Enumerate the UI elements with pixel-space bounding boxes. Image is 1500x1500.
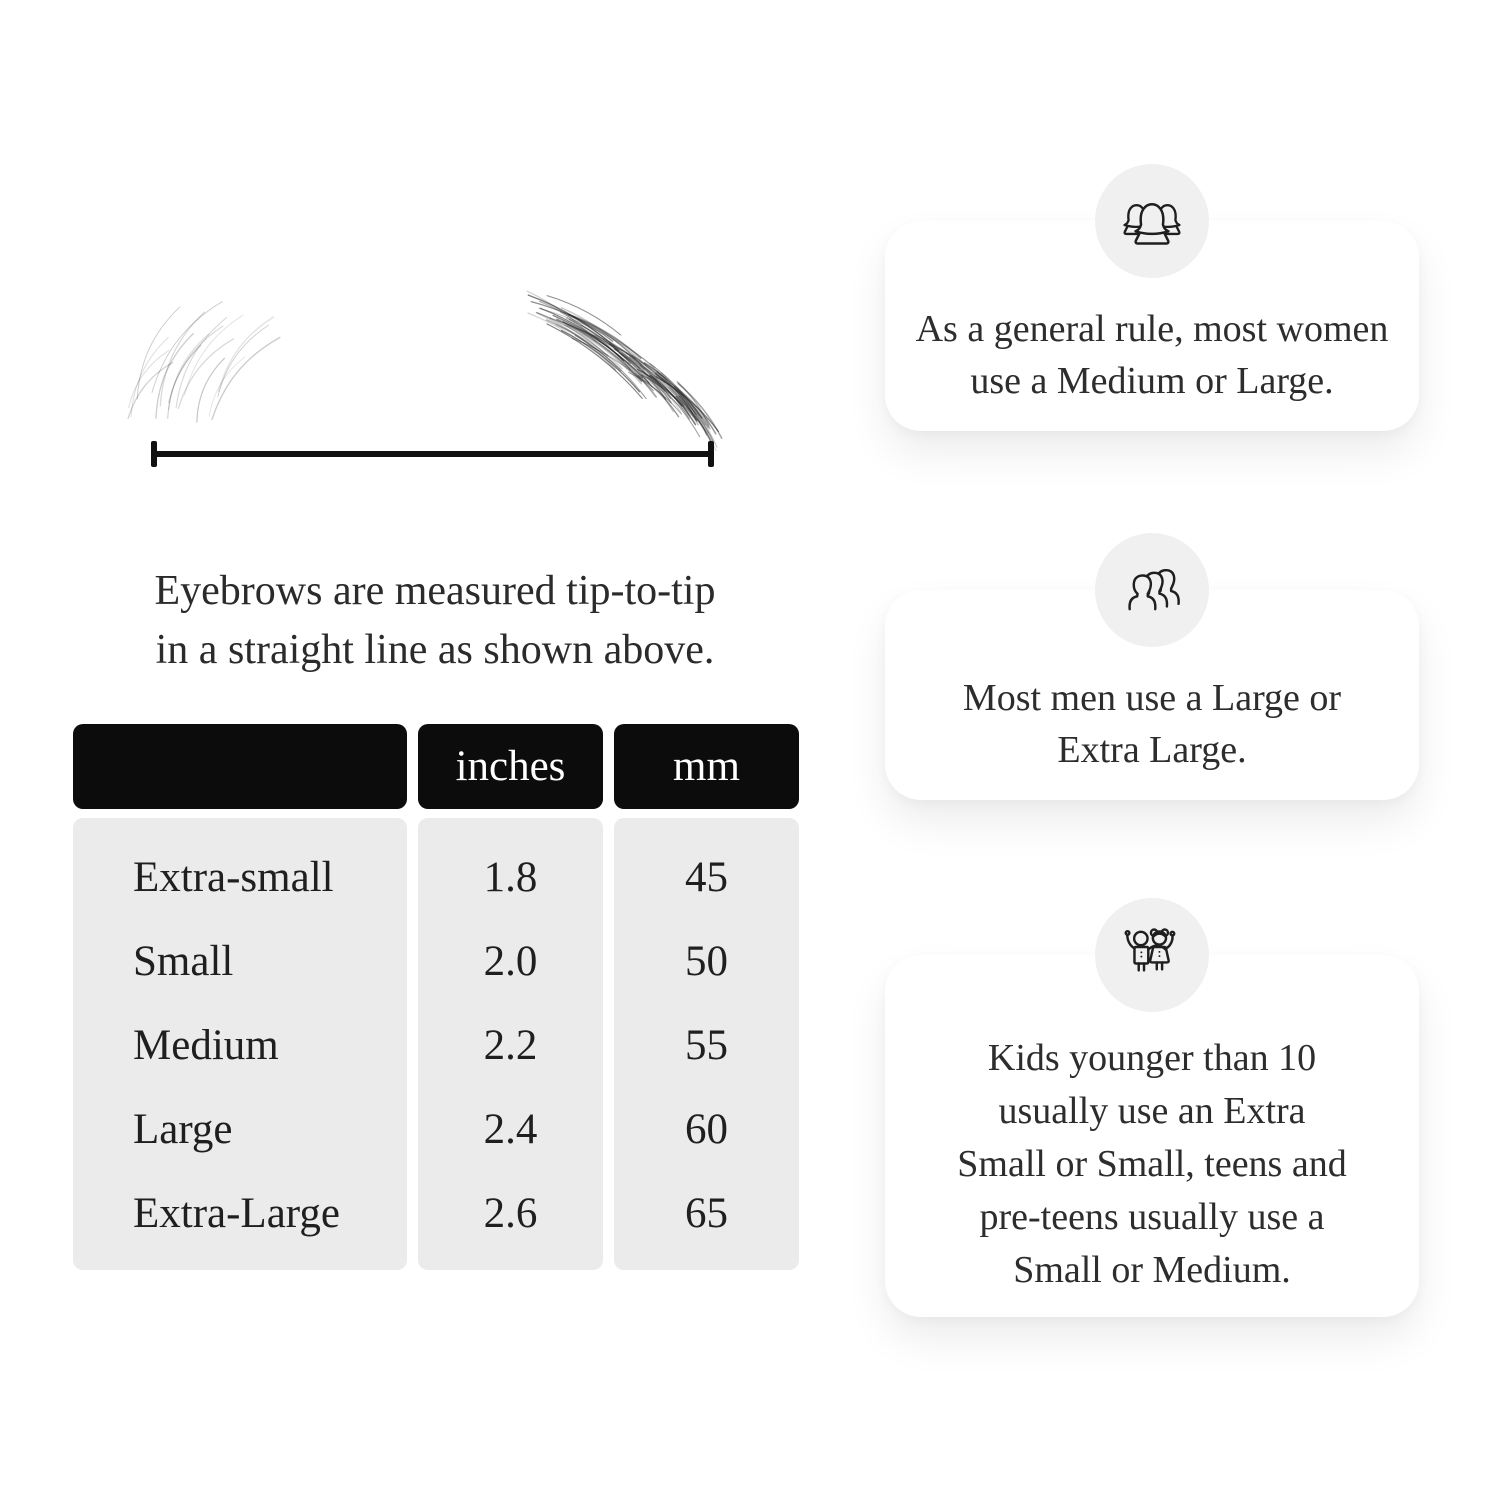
table-row-medium: Medium 2.2 55 [73,1004,799,1088]
size-table-header-size [73,724,407,809]
eyebrow-illustration [100,240,740,460]
row-label: Medium [133,1022,279,1069]
card-line: use a Medium or Large. [970,359,1334,402]
row-inches: 2.2 [483,1022,538,1069]
card-women-text: As a general rule, most women use a Medi… [885,278,1419,431]
size-table-body-col-size [73,818,407,1270]
row-mm: 65 [685,1190,728,1237]
caption-line-1: Eyebrows are measured tip-to-tip [154,568,716,614]
card-women: As a general rule, most women use a Medi… [885,164,1419,431]
card-line: Extra Large. [1057,728,1247,771]
row-label: Large [133,1106,233,1153]
measure-endcap-right [708,441,714,467]
row-mm: 55 [685,1022,728,1069]
size-table-body-col-inches [418,818,603,1270]
men-icon-circle [1095,533,1209,647]
row-label: Small [133,938,234,985]
row-inches: 2.4 [483,1106,538,1153]
size-table: inches mm Extra-small 1.8 45 Small 2.0 5… [73,724,799,1270]
measurement-line [151,441,714,467]
table-row-large: Large 2.4 60 [73,1088,799,1172]
caption-line-2: in a straight line as shown above. [155,627,715,673]
row-mm: 60 [685,1106,728,1153]
women-group-icon [1123,203,1181,245]
card-men: Most men use a Large or Extra Large. [885,533,1419,800]
row-inches: 1.8 [483,854,538,901]
row-mm: 50 [685,938,728,985]
card-line: Most men use a Large or [962,676,1342,719]
size-table-header-mm: mm [614,724,799,809]
table-row-small: Small 2.0 50 [73,920,799,1004]
table-row-extra-large: Extra-Large 2.6 65 [73,1172,799,1256]
row-inches: 2.6 [483,1190,538,1237]
card-kids: Kids younger than 10 usually use an Extr… [885,898,1419,1317]
card-line: As a general rule, most women [915,307,1389,350]
row-inches: 2.0 [483,938,538,985]
measure-bar [151,451,714,457]
measurement-caption: Eyebrows are measured tip-to-tip in a st… [95,562,775,680]
card-line: usually use an Extra [998,1090,1306,1132]
size-table-header-inches: inches [418,724,603,809]
men-group-icon [1128,568,1180,611]
table-row-extra-small: Extra-small 1.8 45 [73,836,799,920]
card-men-text: Most men use a Large or Extra Large. [885,647,1419,800]
card-kids-text: Kids younger than 10 usually use an Extr… [885,1012,1419,1317]
kids-icon-circle [1095,898,1209,1012]
row-label: Extra-Large [133,1190,340,1237]
women-icon-circle [1095,164,1209,278]
eyebrow-hairs-svg [100,240,723,452]
row-label: Extra-small [133,854,334,901]
card-line: Small or Medium. [1013,1249,1291,1291]
row-mm: 45 [685,854,728,901]
size-table-body-col-mm [614,818,799,1270]
kids-icon [1124,928,1176,972]
card-line: pre-teens usually use a [979,1196,1325,1238]
card-line: Small or Small, teens and [957,1143,1347,1185]
card-line: Kids younger than 10 [987,1037,1317,1079]
